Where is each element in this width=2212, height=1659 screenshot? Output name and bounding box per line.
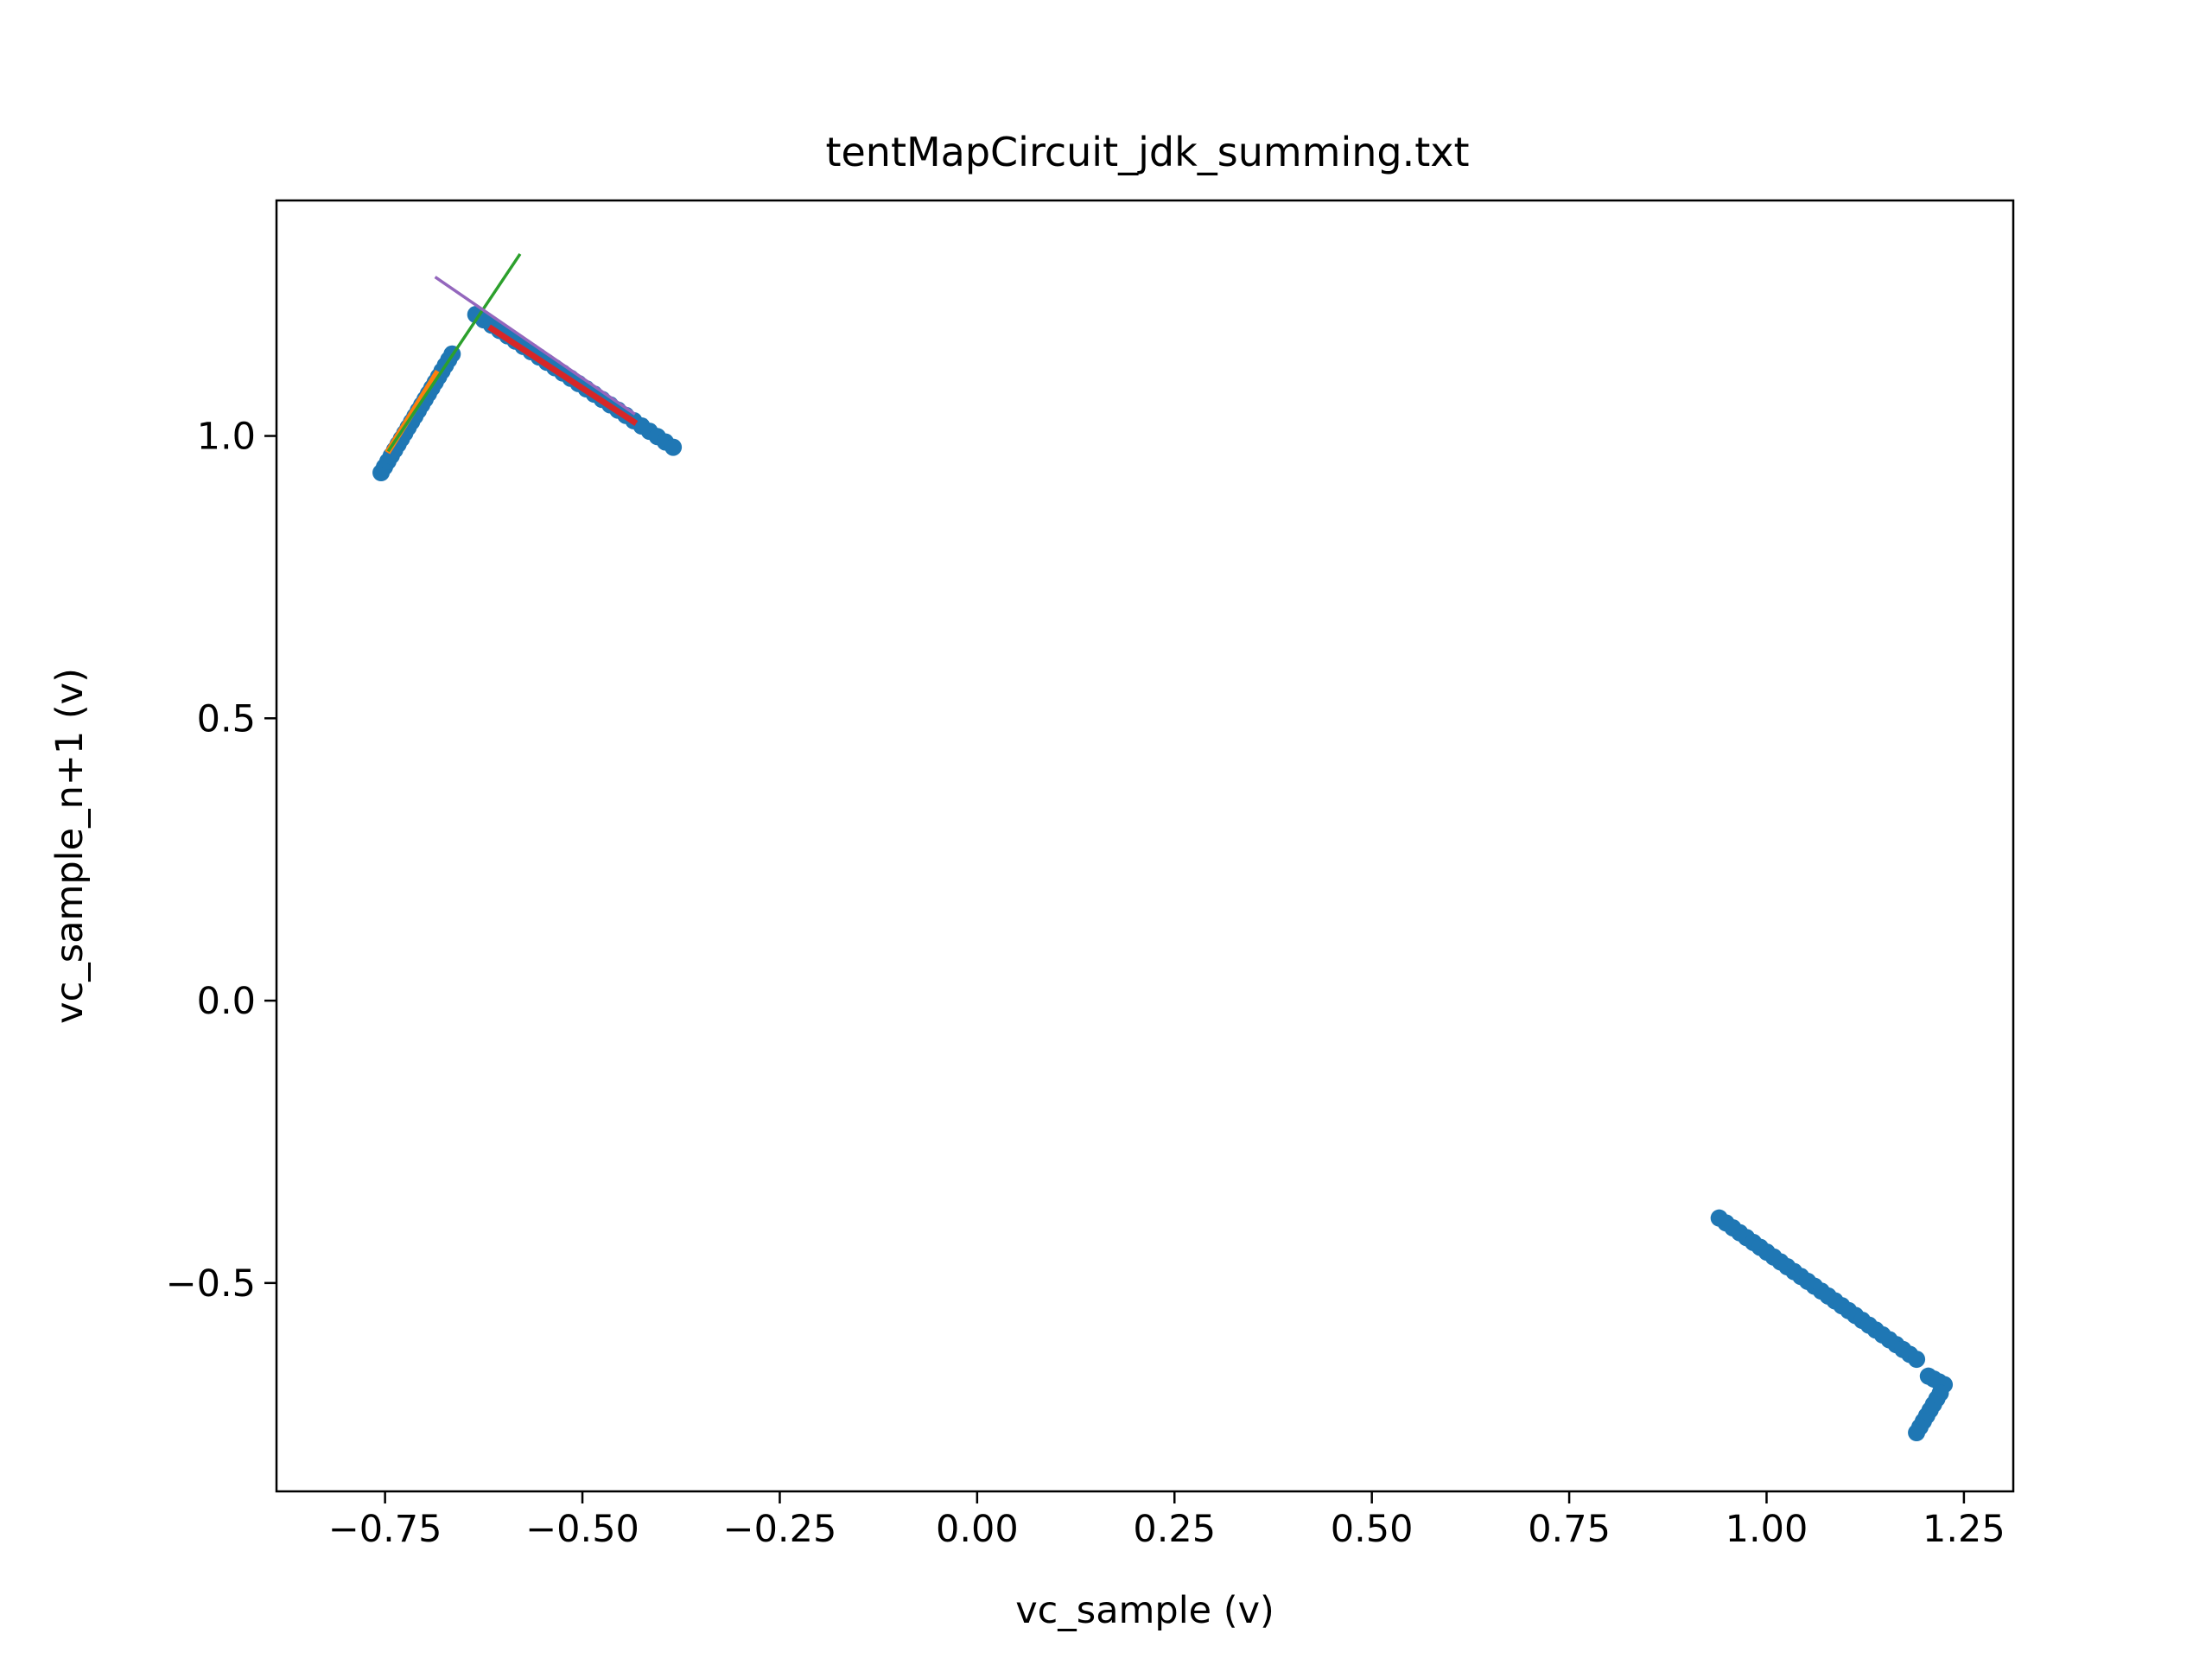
x-tick-label: 0.25 <box>1133 1508 1216 1551</box>
x-axis-label: vc_sample (v) <box>1015 1589 1274 1632</box>
y-axis-label: vc_sample_n+1 (v) <box>48 668 92 1024</box>
y-tick-label: 1.0 <box>197 416 256 459</box>
scatter-point <box>1908 1424 1926 1442</box>
scatter-point <box>664 438 683 456</box>
line-series-3 <box>386 252 522 453</box>
y-tick-label: 0.0 <box>197 980 256 1023</box>
plot-frame <box>275 199 2015 1493</box>
x-tick-label: 1.25 <box>1923 1508 2005 1551</box>
y-tick-label: 0.5 <box>197 697 256 741</box>
plot-marks <box>372 252 1954 1442</box>
y-tick-label: −0.5 <box>166 1262 256 1306</box>
x-tick-label: 0.50 <box>1331 1508 1414 1551</box>
chart-title: tentMapCircuit_jdk_summing.txt <box>825 129 1469 175</box>
y-axis-ticks: −0.5 0.0 0.5 1.0 <box>166 416 276 1306</box>
scatter-point <box>1908 1351 1926 1369</box>
x-tick-label: −0.25 <box>723 1508 837 1551</box>
line-series-4 <box>434 276 636 416</box>
line-series-2 <box>487 324 639 427</box>
x-tick-label: −0.50 <box>525 1508 639 1551</box>
x-axis-ticks: −0.75 −0.50 −0.25 0.00 0.25 0.50 0.75 1.00 1.25 <box>328 1491 2005 1551</box>
x-tick-label: 1.00 <box>1726 1508 1808 1551</box>
x-tick-label: 0.00 <box>936 1508 1019 1551</box>
x-tick-label: 0.75 <box>1528 1508 1611 1551</box>
x-tick-label: −0.75 <box>328 1508 442 1551</box>
